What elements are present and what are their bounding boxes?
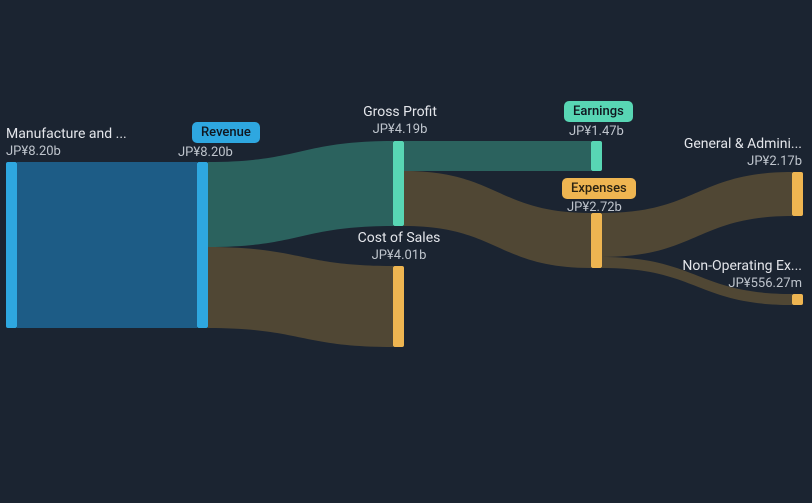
label-cost-of-sales-value: JP¥4.01b xyxy=(354,248,444,264)
label-gross-profit: Gross Profit JP¥4.19b xyxy=(360,104,440,138)
label-cost-of-sales-title: Cost of Sales xyxy=(358,230,441,246)
label-revenue-value: JP¥8.20b xyxy=(178,145,233,161)
label-manufacture-value: JP¥8.20b xyxy=(6,144,127,160)
node-gross-profit[interactable] xyxy=(393,141,404,226)
label-general-admin-value: JP¥2.17b xyxy=(684,154,802,170)
pill-earnings-text: Earnings xyxy=(573,104,624,119)
label-manufacture: Manufacture and ... JP¥8.20b xyxy=(6,126,127,160)
label-gross-profit-title: Gross Profit xyxy=(363,104,437,120)
label-gross-profit-value: JP¥4.19b xyxy=(360,122,440,138)
node-non-operating[interactable] xyxy=(792,294,803,305)
label-manufacture-title: Manufacture and ... xyxy=(6,126,127,142)
sankey-chart: Manufacture and ... JP¥8.20b Revenue JP¥… xyxy=(0,0,812,503)
node-general-admin[interactable] xyxy=(792,172,803,216)
label-earnings-value: JP¥1.47b xyxy=(569,124,624,140)
pill-expenses: Expenses xyxy=(562,178,636,199)
pill-revenue-text: Revenue xyxy=(201,125,251,140)
pill-earnings: Earnings xyxy=(564,101,633,122)
label-non-operating-value: JP¥556.27m xyxy=(682,276,802,292)
label-cost-of-sales: Cost of Sales JP¥4.01b xyxy=(354,230,444,264)
pill-expenses-text: Expenses xyxy=(571,181,627,196)
label-non-operating: Non-Operating Ex... JP¥556.27m xyxy=(682,258,802,292)
label-general-admin-title: General & Admini... xyxy=(684,136,802,152)
node-cost-of-sales[interactable] xyxy=(393,266,404,347)
label-expenses-value: JP¥2.72b xyxy=(567,200,622,216)
node-revenue[interactable] xyxy=(197,162,208,328)
node-manufacture[interactable] xyxy=(6,162,17,328)
flow-gross_profit-to-earnings[interactable] xyxy=(404,141,591,171)
pill-revenue: Revenue xyxy=(192,122,260,143)
node-earnings[interactable] xyxy=(591,141,602,171)
flow-manufacture-to-revenue[interactable] xyxy=(17,162,197,328)
node-expenses[interactable] xyxy=(591,213,602,268)
label-non-operating-title: Non-Operating Ex... xyxy=(682,258,802,274)
label-general-admin: General & Admini... JP¥2.17b xyxy=(684,136,802,170)
